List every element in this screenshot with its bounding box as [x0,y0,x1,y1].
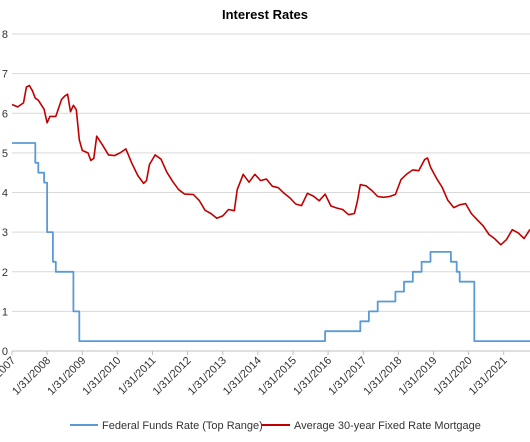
gridlines [12,33,530,312]
legend-label: Federal Funds Rate (Top Range) [102,420,263,432]
chart-title: Interest Rates [222,7,308,22]
y-tick-label: 2 [2,267,8,279]
y-tick-label: 0 [2,346,8,358]
y-tick-label: 6 [2,108,8,120]
y-tick-label: 3 [2,227,8,239]
series-line-mortgage-rate [11,84,530,246]
y-tick-label: 5 [2,148,8,160]
y-tick-label: 4 [2,188,8,200]
legend-label: Average 30-year Fixed Rate Mortgage [294,420,481,432]
series-line-federal-funds-rate [12,142,530,342]
axes: 0123456781/31/20071/31/20081/31/20091/31… [0,29,530,398]
y-tick-label: 8 [2,29,8,41]
series-lines [11,84,530,342]
y-tick-label: 1 [2,306,8,318]
x-tick-label: 1/31/2010 [80,355,123,398]
x-tick-label: 1/31/2021 [467,355,510,398]
y-tick-label: 7 [2,69,8,81]
legend: Federal Funds Rate (Top Range) Average 30… [70,420,481,432]
